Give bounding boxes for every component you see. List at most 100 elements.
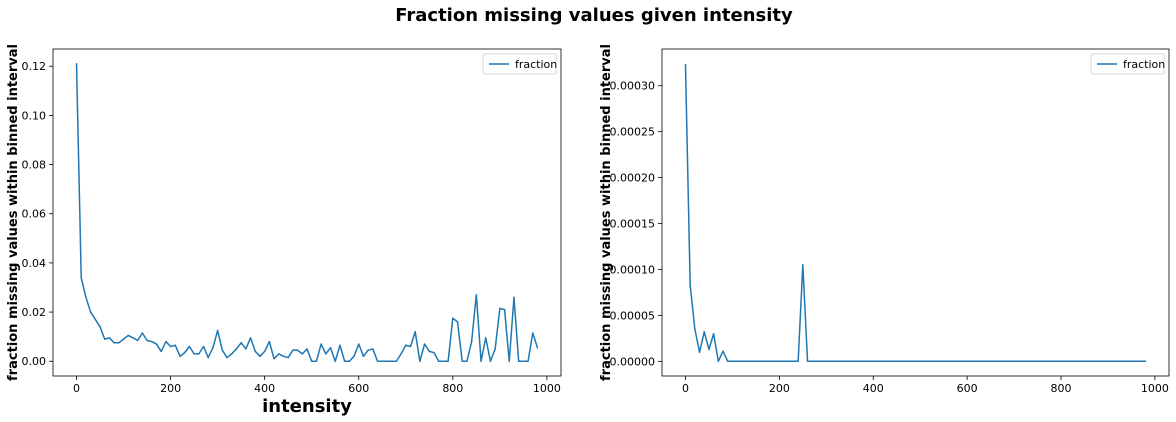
x-tick-label: 600 — [348, 382, 369, 395]
data-point — [146, 339, 148, 342]
data-point — [475, 294, 478, 296]
data-point — [689, 284, 691, 286]
y-axis-label: fraction missing values within binned in… — [6, 44, 21, 381]
data-point — [1022, 360, 1025, 363]
data-point — [254, 350, 257, 353]
data-point — [1069, 360, 1072, 363]
data-point — [1008, 360, 1011, 363]
data-point — [839, 360, 842, 363]
data-point — [306, 348, 308, 350]
data-point — [221, 349, 224, 351]
data-point — [1013, 360, 1015, 363]
data-point — [957, 360, 959, 363]
data-point — [212, 346, 214, 349]
plot-frame — [661, 48, 1170, 377]
data-point — [1126, 360, 1128, 363]
data-point — [198, 353, 200, 355]
data-point — [292, 349, 294, 351]
data-point — [287, 356, 289, 359]
data-point — [708, 348, 710, 351]
data-point — [367, 349, 369, 351]
data-point — [703, 331, 705, 333]
data-point — [938, 360, 940, 363]
data-point — [480, 360, 482, 362]
data-point — [872, 360, 874, 363]
legend: fraction — [482, 53, 557, 75]
x-tick-label: 1000 — [1141, 382, 1169, 395]
data-point — [151, 340, 153, 343]
legend-label: fraction — [515, 58, 557, 71]
data-point — [750, 360, 752, 363]
data-point — [1135, 360, 1137, 363]
data-point — [296, 349, 299, 351]
plots: 0 200 400 600 800 1000 0.00 0.02 0.04 0.06 0.08 0.1… — [6, 44, 1170, 417]
data-point — [80, 276, 82, 279]
data-point — [127, 334, 130, 337]
data-point — [75, 63, 78, 65]
data-point — [797, 360, 799, 363]
data-point — [1102, 360, 1105, 363]
data-point — [914, 360, 917, 363]
data-point — [999, 360, 1001, 363]
chart-2: 0 200 400 600 800 1000 0.00000 0.00005 0.00010 0.… — [599, 44, 1170, 395]
data-point — [764, 360, 767, 363]
data-point — [755, 360, 757, 363]
y-tick-label: 0.00020 — [610, 172, 656, 185]
data-point — [806, 360, 809, 363]
x-axis-label: intensity — [262, 396, 352, 417]
data-point — [381, 360, 384, 362]
data-point — [122, 338, 125, 340]
y-tick-label: 0.00015 — [610, 218, 656, 231]
data-point — [108, 337, 111, 339]
y-tick-label: 0.02 — [22, 306, 47, 319]
data-point — [1116, 360, 1119, 363]
data-point — [1032, 360, 1034, 363]
x-tick-label: 800 — [1051, 382, 1072, 395]
data-point — [1144, 360, 1147, 363]
data-point — [1140, 360, 1142, 363]
data-point — [1036, 360, 1039, 363]
data-point — [372, 348, 374, 350]
data-point — [952, 360, 954, 363]
data-point — [160, 350, 162, 353]
x-tick-label: 400 — [863, 382, 884, 395]
x-tick-label: 1000 — [533, 382, 561, 395]
data-point — [910, 360, 912, 363]
y-tick-label: 0.08 — [22, 159, 47, 172]
data-point — [183, 351, 186, 354]
data-point — [1093, 360, 1095, 363]
data-point — [409, 345, 412, 348]
legend-box — [1090, 53, 1165, 75]
data-point — [362, 355, 365, 358]
data-point — [858, 360, 860, 363]
data-point — [745, 360, 748, 363]
data-point — [1018, 360, 1020, 363]
data-point — [1130, 360, 1133, 363]
data-point — [508, 360, 511, 362]
data-point — [717, 360, 720, 363]
data-point — [136, 339, 139, 342]
data-point — [202, 345, 205, 348]
data-point — [731, 360, 734, 363]
data-point — [405, 344, 407, 347]
legend-box — [482, 53, 557, 75]
data-point — [320, 343, 322, 345]
x-tick-label: 0 — [73, 382, 80, 395]
data-point — [325, 353, 327, 355]
x-tick-label: 600 — [957, 382, 978, 395]
data-point — [339, 344, 341, 347]
data-point — [1121, 360, 1123, 363]
data-point — [174, 344, 177, 347]
y-tick-label: 0.10 — [22, 109, 47, 122]
data-point — [853, 360, 856, 363]
data-point — [395, 360, 398, 362]
y-axis-label: fraction missing values within binned in… — [599, 44, 614, 381]
data-point — [924, 360, 926, 363]
data-point — [966, 360, 968, 363]
data-point — [263, 350, 266, 353]
data-point — [310, 360, 313, 362]
data-point — [315, 360, 318, 362]
data-point — [1050, 360, 1053, 363]
data-point — [698, 351, 701, 353]
